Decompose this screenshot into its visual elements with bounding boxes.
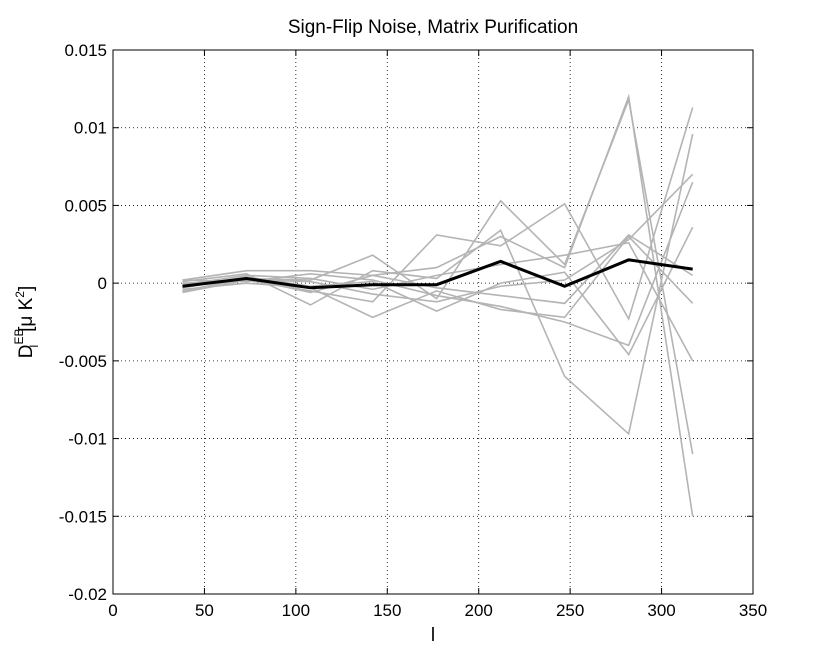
series-line-5 [182, 235, 694, 319]
y-label-unit-close: ] [16, 286, 37, 291]
y-label-unit-k: K [16, 297, 37, 315]
chart-title: Sign-Flip Noise, Matrix Purification [288, 17, 578, 38]
y-tick-label: -0.01 [68, 430, 107, 449]
series-line-10 [182, 233, 694, 305]
mean-series-line [182, 258, 693, 290]
y-tick-labels: -0.02 -0.015 -0.01 -0.005 0 0.005 0.01 0.015 [59, 41, 107, 604]
grid [113, 50, 753, 594]
y-tick-label: 0 [98, 274, 107, 293]
x-tick-label: 200 [465, 601, 493, 620]
y-label-subscript: l [27, 345, 41, 348]
plot-frame [112, 49, 754, 595]
y-tick-label: 0.015 [64, 41, 107, 60]
y-tick-label: -0.005 [59, 352, 107, 371]
y-tick-label: -0.02 [68, 585, 107, 604]
y-tick-label: 0.01 [74, 119, 107, 138]
x-tick-label: 0 [108, 601, 117, 620]
x-tick-label: 350 [739, 601, 767, 620]
series-line-9 [182, 241, 694, 362]
y-axis-label: DEBl [μ K2] [12, 286, 41, 359]
y-tick-label: -0.015 [59, 507, 107, 526]
x-tick-label: 250 [556, 601, 584, 620]
x-tick-label: 300 [647, 601, 675, 620]
y-tick-label: 0.005 [64, 196, 107, 215]
y-label-base: D [16, 345, 37, 359]
series-line-8 [182, 181, 694, 347]
x-tick-label: 100 [282, 601, 310, 620]
y-label-unit-power: 2 [13, 291, 27, 298]
series-group [182, 93, 694, 517]
ticks [112, 49, 754, 595]
x-tick-labels: 0 50 100 150 200 250 300 350 [108, 601, 767, 620]
svg-text:DEBl[μ K2]: DEBl [μ K2] [12, 286, 41, 359]
x-tick-label: 50 [195, 601, 214, 620]
x-tick-label: 150 [373, 601, 401, 620]
series-line-7 [182, 226, 694, 357]
y-label-superscript: EB [12, 329, 26, 345]
y-label-unit-mu: μ [16, 316, 37, 327]
x-axis-label: l [431, 625, 435, 646]
y-label-unit-open: [ [16, 326, 37, 332]
